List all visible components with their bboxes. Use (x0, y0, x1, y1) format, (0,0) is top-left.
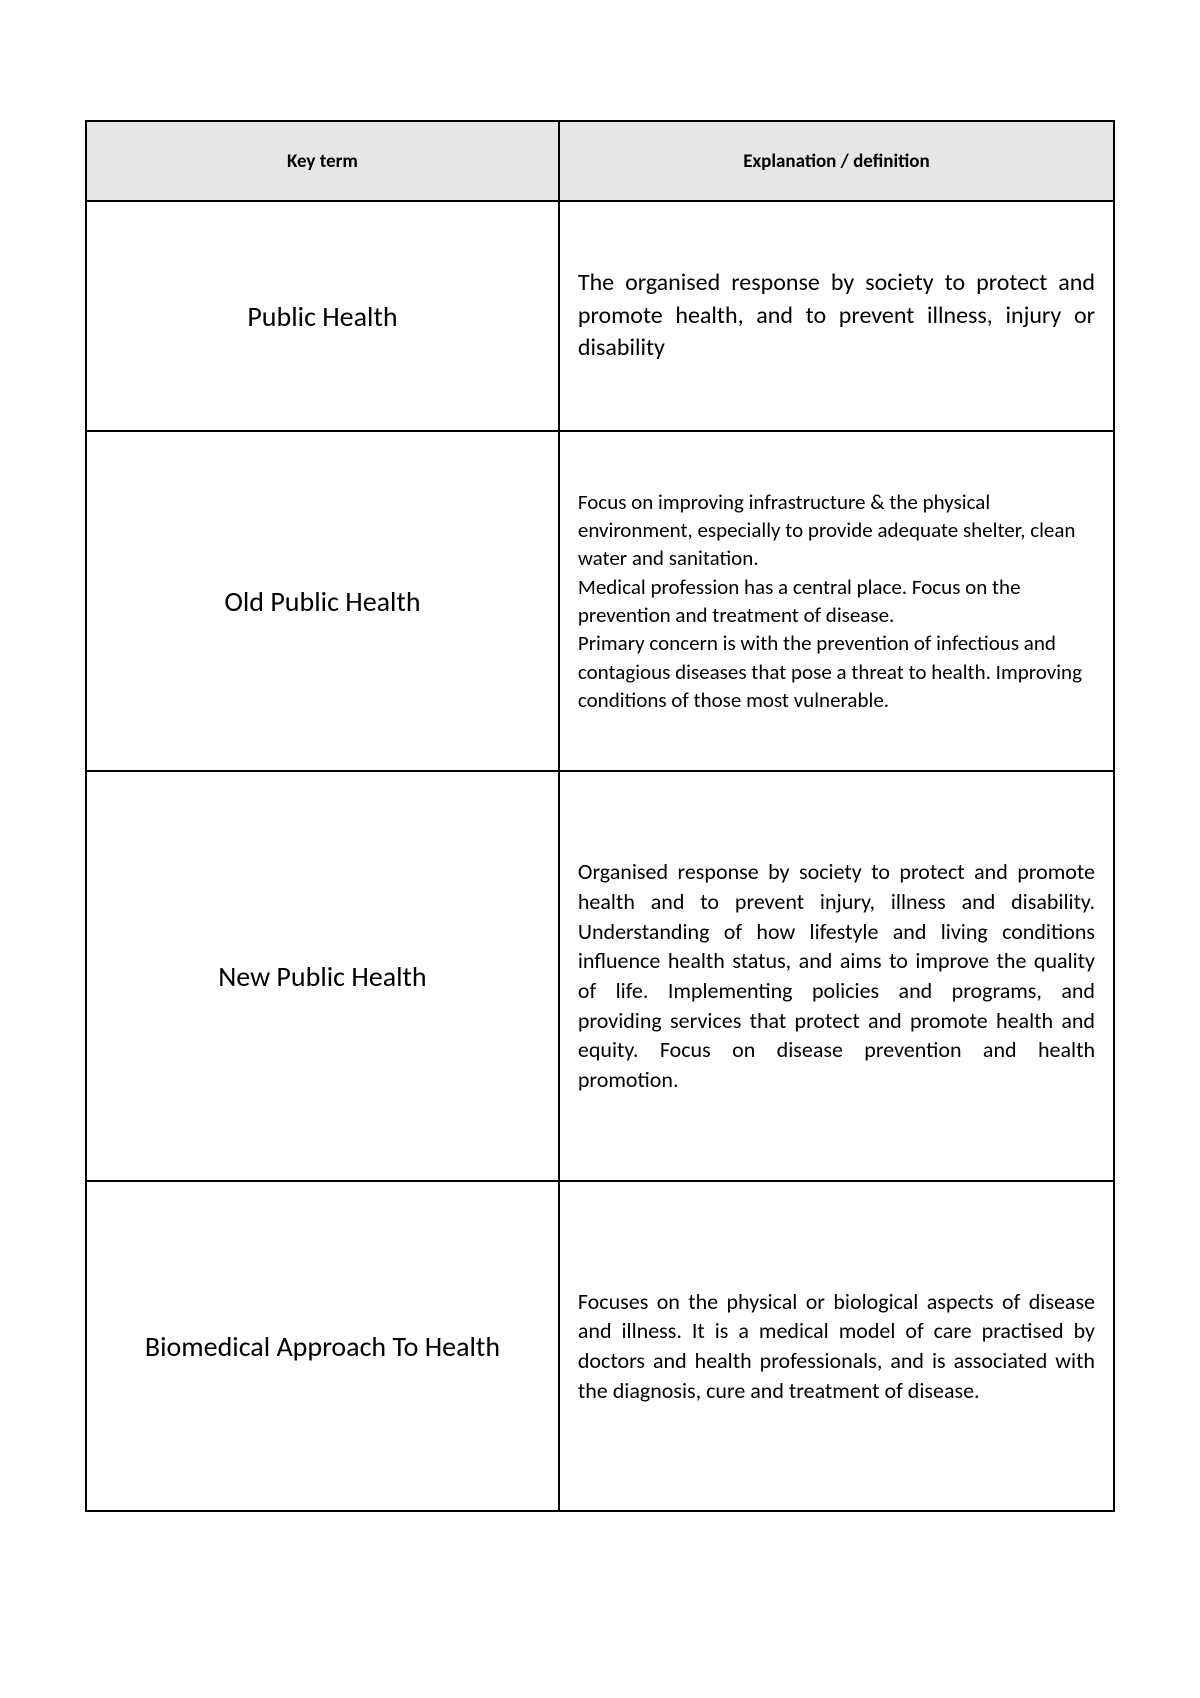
header-key-term: Key term (86, 121, 559, 201)
page-container: Key term Explanation / definition Public… (0, 0, 1200, 1572)
definition-cell: The organised response by society to pro… (559, 201, 1114, 431)
table-row: Old Public HealthFocus on improving infr… (86, 431, 1114, 771)
key-term-cell: Old Public Health (86, 431, 559, 771)
definitions-table: Key term Explanation / definition Public… (85, 120, 1115, 1512)
table-header-row: Key term Explanation / definition (86, 121, 1114, 201)
table-body: Public HealthThe organised response by s… (86, 201, 1114, 1511)
definition-cell: Organised response by society to protect… (559, 771, 1114, 1181)
definition-cell: Focus on improving infrastructure & the … (559, 431, 1114, 771)
table-row: Biomedical Approach To HealthFocuses on … (86, 1181, 1114, 1511)
definition-cell: Focuses on the physical or biological as… (559, 1181, 1114, 1511)
table-row: Public HealthThe organised response by s… (86, 201, 1114, 431)
key-term-cell: Biomedical Approach To Health (86, 1181, 559, 1511)
table-row: New Public HealthOrganised response by s… (86, 771, 1114, 1181)
key-term-cell: Public Health (86, 201, 559, 431)
header-definition: Explanation / definition (559, 121, 1114, 201)
key-term-cell: New Public Health (86, 771, 559, 1181)
